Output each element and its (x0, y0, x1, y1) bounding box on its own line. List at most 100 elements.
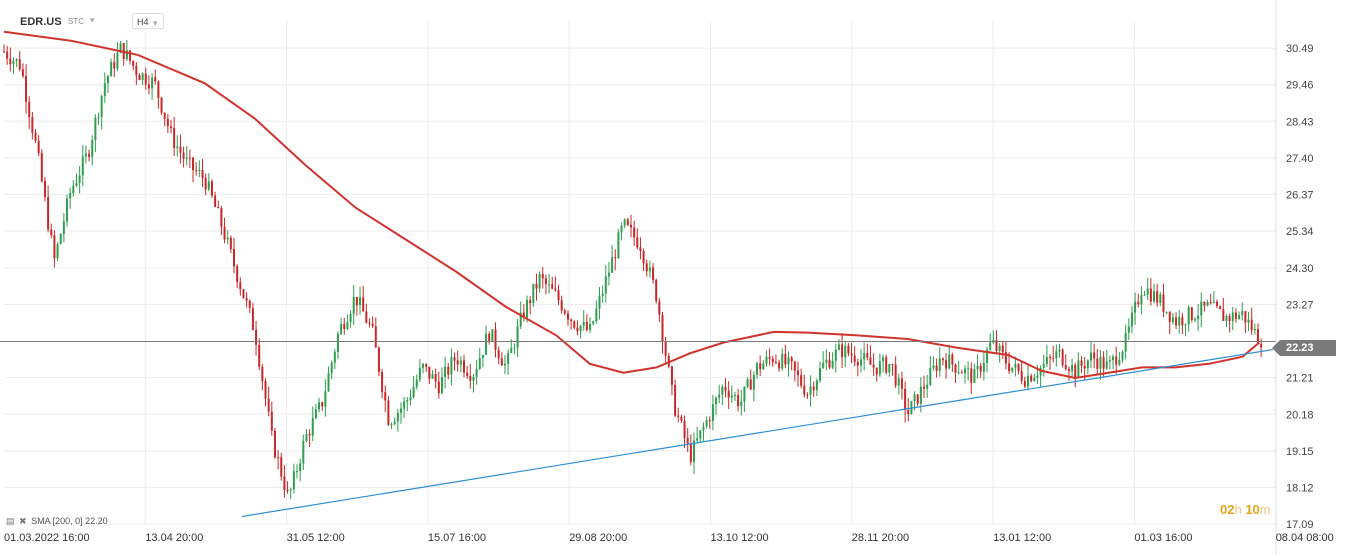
candle (585, 314, 588, 332)
candle (1247, 311, 1250, 331)
candle (1118, 351, 1121, 367)
y-tick-label: 28.43 (1286, 116, 1314, 128)
timer-minutes: 10 (1245, 502, 1260, 517)
candle (960, 369, 963, 374)
candle (932, 356, 935, 371)
candle (1093, 343, 1096, 369)
candle (670, 365, 673, 396)
candle (1190, 306, 1193, 323)
candle (236, 264, 239, 289)
candles (3, 39, 1263, 499)
chevron-down-icon[interactable]: ▾ (90, 15, 95, 25)
candle (768, 348, 771, 366)
candle (831, 352, 834, 370)
candle (683, 415, 686, 448)
candle (529, 296, 532, 315)
candle (1153, 283, 1156, 304)
candle-countdown: 02h 10m (1220, 502, 1271, 517)
candle (869, 345, 872, 365)
candle (188, 149, 191, 169)
candle (582, 310, 585, 331)
candle (494, 322, 497, 358)
candle (566, 310, 569, 326)
candle (157, 80, 160, 109)
candle (12, 57, 15, 74)
candle (321, 401, 324, 411)
candle (507, 349, 510, 375)
instrument-symbol[interactable]: EDR.US (20, 16, 62, 28)
candle (872, 353, 875, 376)
close-icon[interactable]: ✖ (19, 516, 27, 526)
candle (614, 249, 617, 271)
candle (1102, 351, 1105, 377)
candle (705, 416, 708, 429)
candle (749, 369, 752, 390)
candle (25, 64, 28, 114)
candle (781, 348, 784, 371)
y-tick-label: 25.34 (1286, 226, 1314, 238)
candle (982, 351, 985, 381)
candle (453, 352, 456, 371)
candle (730, 385, 733, 403)
timeframe-select[interactable]: H4 ▾ (132, 13, 164, 29)
candle (689, 434, 692, 466)
candle (330, 360, 333, 380)
candle (390, 422, 393, 430)
candle (349, 310, 352, 328)
candle (888, 363, 891, 377)
candle (1171, 312, 1174, 325)
instrument-type: STC (68, 17, 84, 26)
candle (878, 353, 881, 377)
candle (882, 354, 885, 373)
candle (1197, 303, 1200, 332)
candle (989, 333, 992, 352)
candle (1219, 305, 1222, 310)
candle (261, 363, 264, 391)
candle (314, 403, 317, 420)
candle (579, 324, 582, 339)
candle (1086, 359, 1089, 375)
candle (434, 368, 437, 389)
candle (103, 72, 106, 104)
candle (296, 464, 299, 479)
candle (94, 114, 97, 152)
candle (841, 333, 844, 369)
candle (9, 47, 12, 72)
candle (1127, 318, 1130, 341)
candle (727, 381, 730, 410)
candle (346, 314, 349, 331)
candle (771, 355, 774, 367)
candle (954, 363, 957, 383)
trend-line[interactable] (241, 349, 1273, 518)
candle (1225, 314, 1228, 328)
candle (907, 398, 910, 422)
candle (406, 396, 409, 412)
candle (409, 389, 412, 406)
candle (617, 228, 620, 259)
candle (18, 50, 21, 72)
candle (302, 434, 305, 471)
candle (752, 371, 755, 402)
candle (1052, 345, 1055, 363)
candle (1175, 312, 1178, 330)
candle (1099, 350, 1102, 380)
candle (557, 284, 560, 305)
candle (570, 318, 573, 330)
candle (1108, 355, 1111, 370)
candle (762, 360, 765, 370)
candle (863, 342, 866, 371)
candle (1187, 305, 1190, 332)
candle (333, 348, 336, 369)
candle (437, 371, 440, 399)
candle (711, 394, 714, 431)
indicator-settings-icon[interactable]: ▤ (6, 516, 15, 526)
candle (680, 414, 683, 423)
candle (743, 386, 746, 412)
indicator-legend[interactable]: ▤ ✖ SMA [200, 0] 22.20 (6, 516, 108, 527)
candle (611, 245, 614, 273)
candle (721, 384, 724, 405)
candle (185, 146, 188, 166)
candle (1250, 307, 1253, 335)
candle (415, 374, 418, 390)
